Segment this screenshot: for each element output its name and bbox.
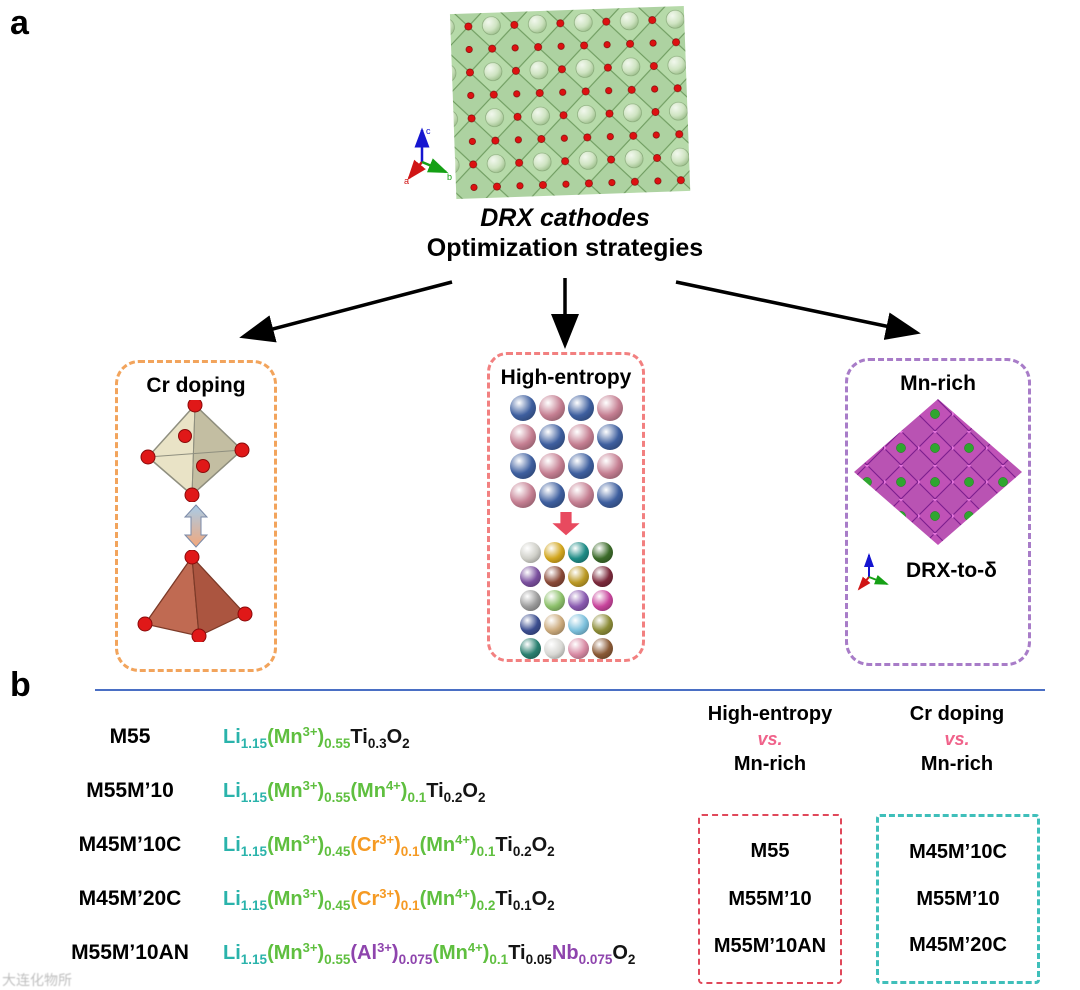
high-entropy-vs-mnrich-box: M55 M55M’10 M55M’10AN [698,814,842,984]
material-name: M55M’10 [86,779,174,802]
sphere-icon [543,614,565,635]
table-row: M55 Li1.15(Mn3+)0.55Ti0.3O2 [55,710,695,764]
sphere-icon [519,566,541,587]
tetrahedron-icon [137,550,253,642]
table-row: M55M’10 Li1.15(Mn3+)0.55(Mn4+)0.1Ti0.2O2 [55,764,695,818]
sphere-icon [591,566,613,587]
sphere-icon [543,542,565,563]
sphere-icon [519,638,541,659]
sphere-icon [596,395,623,421]
sphere-icon [538,453,565,479]
sphere-icon [519,542,541,563]
sphere-icon [567,395,594,421]
comparison-item: M55M’10 [728,887,812,910]
comparison-header-line1: High-entropy [707,703,833,725]
comparison-header-high-entropy: High-entropy vs. Mn-rich [695,702,845,777]
sphere-icon [509,395,536,421]
axis-label-a: a [404,176,409,186]
drx-to-delta-label: DRX-to-δ [906,559,997,582]
down-arrow-icon [552,512,580,536]
figure-title-line1: DRX cathodes [480,204,650,232]
panel-a-label: a [10,4,29,42]
axis-indicator-small [857,553,889,591]
sphere-icon [519,614,541,635]
chemical-formula: Li1.15(Mn3+)0.45(Cr3+)0.1(Mn4+)0.2Ti0.1O… [223,885,555,913]
material-name: M45M’10C [78,833,182,856]
sphere-icon [567,614,589,635]
comparison-item: M55M’10 [916,887,1000,910]
sphere-icon [543,638,565,659]
sphere-icon [596,482,623,508]
octahedron-icon [140,400,250,502]
mn-rich-title: Mn-rich [900,372,976,395]
branch-arrows [239,278,921,349]
axis-indicator: c a b [404,126,452,186]
vs-label: vs. [944,729,970,749]
watermark: 大连化物所 [2,972,72,988]
sphere-icon [538,482,565,508]
material-name: M55M’10AN [71,941,189,964]
sphere-icon [543,590,565,611]
sphere-icon [509,453,536,479]
double-arrow-icon [183,504,209,548]
table-row: M45M’20C Li1.15(Mn3+)0.45(Cr3+)0.1(Mn4+)0… [55,872,695,926]
cr-doping-title: Cr doping [146,374,246,397]
sphere-icon [519,590,541,611]
sphere-icon [538,395,565,421]
cation-grid-multi [519,542,613,659]
sphere-icon [591,542,613,563]
comparison-header-line2: Mn-rich [733,753,807,775]
mn-rich-caption-row: DRX-to-δ [848,549,1028,593]
chemical-formula: Li1.15(Mn3+)0.55(Mn4+)0.1Ti0.2O2 [223,777,486,805]
sphere-icon [509,482,536,508]
sphere-icon [509,424,536,450]
sphere-icon [567,542,589,563]
panel-b-label: b [10,666,31,704]
sphere-icon [591,614,613,635]
table-row: M45M’10C Li1.15(Mn3+)0.45(Cr3+)0.1(Mn4+)0… [55,818,695,872]
cr-doping-vs-mnrich-box: M45M’10C M55M’10 M45M’20C [876,814,1040,984]
delta-phase-structure [854,399,1022,545]
cr-doping-box: Cr doping [115,360,277,672]
comparison-item: M55 [750,840,790,863]
mn-rich-box: Mn-rich [845,358,1031,666]
chemical-formula: Li1.15(Mn3+)0.55Ti0.3O2 [223,723,410,751]
vs-label: vs. [757,729,783,749]
comparison-item: M45M’10C [909,840,1007,863]
sphere-icon [543,566,565,587]
axis-label-b: b [447,172,452,182]
sphere-icon [596,424,623,450]
comparison-header-line2: Mn-rich [920,753,994,775]
chemical-formula: Li1.15(Mn3+)0.55(Al3+)0.075(Mn4+)0.1Ti0.… [223,939,636,967]
cation-grid-binary [509,395,623,508]
table-row: M55M’10AN Li1.15(Mn3+)0.55(Al3+)0.075(Mn4… [55,926,695,980]
material-name: M45M’20C [78,887,182,910]
drx-crystal-structure [449,5,691,200]
sphere-icon [567,566,589,587]
sphere-icon [567,453,594,479]
high-entropy-title: High-entropy [500,366,632,389]
comparison-header-line1: Cr doping [909,703,1005,725]
section-divider [95,689,1045,691]
comparison-item: M45M’20C [909,934,1007,957]
high-entropy-box: High-entropy [487,352,645,662]
sphere-icon [567,482,594,508]
material-name: M55 [109,725,151,748]
sphere-icon [591,590,613,611]
sphere-icon [596,453,623,479]
comparison-item: M55M’10AN [713,934,827,957]
sphere-icon [591,638,613,659]
sphere-icon [538,424,565,450]
comparison-header-cr-doping: Cr doping vs. Mn-rich [872,702,1042,777]
chemical-formula: Li1.15(Mn3+)0.45(Cr3+)0.1(Mn4+)0.1Ti0.2O… [223,831,555,859]
sphere-icon [567,590,589,611]
sphere-icon [567,424,594,450]
formula-rows: M55 Li1.15(Mn3+)0.55Ti0.3O2 M55M’10 Li1.15(… [55,710,695,980]
axis-label-c: c [426,126,431,136]
sphere-icon [567,638,589,659]
figure-title-line2: Optimization strategies [426,234,704,262]
